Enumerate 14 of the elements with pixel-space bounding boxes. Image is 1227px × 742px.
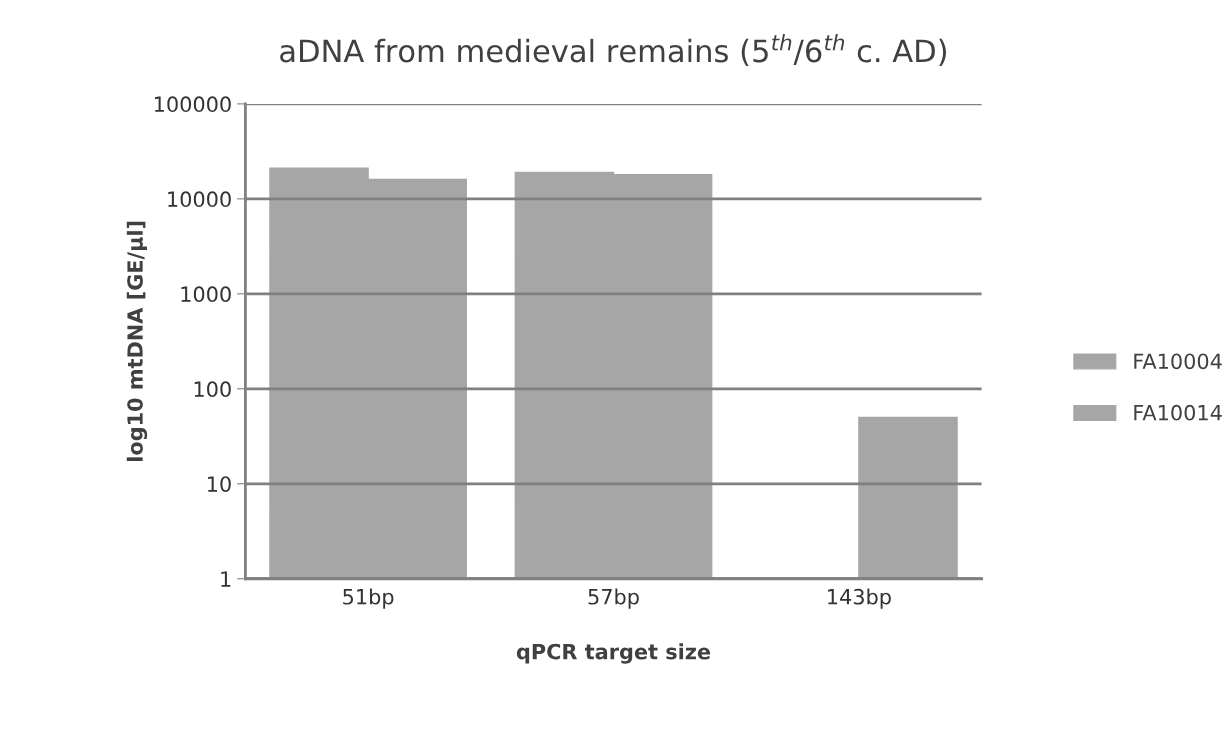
y-tick-label: 100000 xyxy=(154,96,231,113)
y-tick-label: 100 xyxy=(194,381,231,398)
y-tick-label: 10000 xyxy=(168,191,231,208)
y-tick-label: 10 xyxy=(207,476,231,492)
x-axis-title: qPCR target size xyxy=(516,643,711,664)
x-tick-label: 57bp xyxy=(588,588,639,609)
y-tick-label: 1000 xyxy=(181,286,231,303)
legend-label: FA10004 xyxy=(1134,353,1222,370)
x-tick-label: 143bp xyxy=(828,588,891,609)
chart-title: aDNA from medieval remains (5$^{th}$/6$^{th}$ c. AD) xyxy=(280,34,947,67)
y-tick-label: 1 xyxy=(221,571,231,587)
x-tick-label: 51bp xyxy=(343,588,394,609)
legend-label: FA10014 xyxy=(1134,404,1222,421)
y-axis-title: log10 mtDNA [GE/µl] xyxy=(126,221,148,461)
